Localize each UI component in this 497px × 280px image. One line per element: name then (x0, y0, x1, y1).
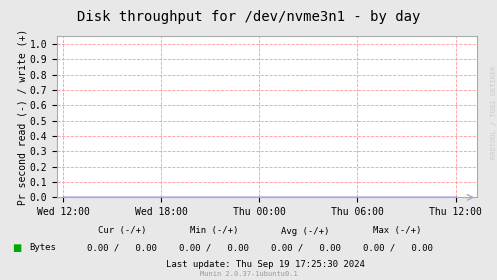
Text: ■: ■ (12, 243, 22, 253)
Text: Bytes: Bytes (29, 243, 56, 252)
Text: Disk throughput for /dev/nvme3n1 - by day: Disk throughput for /dev/nvme3n1 - by da… (77, 10, 420, 24)
Text: Avg (-/+): Avg (-/+) (281, 227, 330, 235)
Text: 0.00 /   0.00: 0.00 / 0.00 (87, 243, 157, 252)
Text: Cur (-/+): Cur (-/+) (97, 227, 146, 235)
Text: Max (-/+): Max (-/+) (373, 227, 422, 235)
Text: Munin 2.0.37-1ubuntu0.1: Munin 2.0.37-1ubuntu0.1 (200, 271, 297, 277)
Text: 0.00 /   0.00: 0.00 / 0.00 (363, 243, 432, 252)
Text: Last update: Thu Sep 19 17:25:30 2024: Last update: Thu Sep 19 17:25:30 2024 (166, 260, 365, 269)
Text: 0.00 /   0.00: 0.00 / 0.00 (179, 243, 248, 252)
Y-axis label: Pr second read (-) / write (+): Pr second read (-) / write (+) (17, 29, 27, 205)
Text: Min (-/+): Min (-/+) (189, 227, 238, 235)
Text: 0.00 /   0.00: 0.00 / 0.00 (271, 243, 340, 252)
Text: RRDTOOL / TOBI OETIKER: RRDTOOL / TOBI OETIKER (491, 65, 497, 159)
